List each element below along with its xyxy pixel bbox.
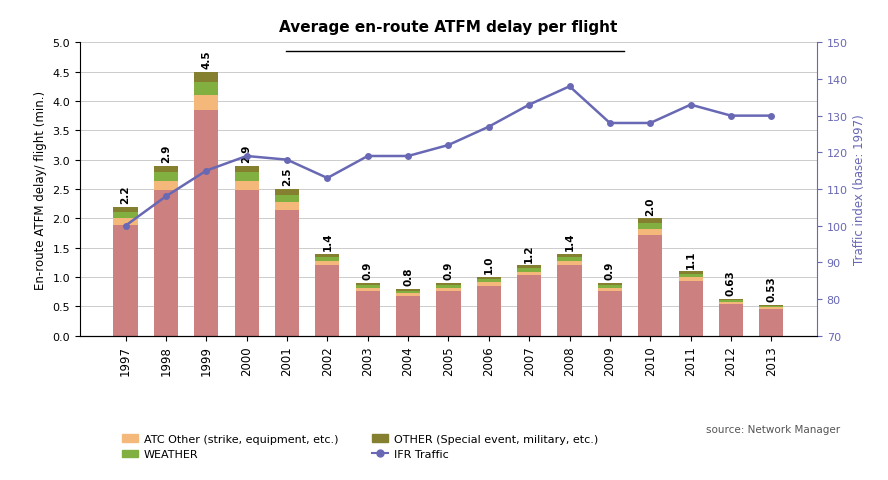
- Y-axis label: En-route ATFM delay/ flight (min.): En-route ATFM delay/ flight (min.): [34, 90, 47, 289]
- Bar: [234, 191, 258, 336]
- Bar: [194, 96, 218, 111]
- Bar: [355, 283, 380, 285]
- Bar: [678, 277, 702, 281]
- Bar: [477, 280, 501, 283]
- Bar: [558, 254, 582, 257]
- Bar: [638, 223, 662, 229]
- Text: 2.0: 2.0: [646, 197, 655, 216]
- Text: 2.5: 2.5: [282, 168, 292, 186]
- Bar: [194, 72, 218, 83]
- Bar: [396, 289, 420, 291]
- Bar: [759, 308, 783, 310]
- Bar: [638, 229, 662, 236]
- Bar: [154, 173, 178, 181]
- Bar: [477, 283, 501, 286]
- Bar: [114, 219, 138, 226]
- Bar: [598, 283, 622, 285]
- Text: 1.0: 1.0: [484, 255, 494, 274]
- Bar: [759, 305, 783, 306]
- Bar: [114, 212, 138, 219]
- Bar: [678, 272, 702, 274]
- Bar: [598, 291, 622, 336]
- Text: 4.5: 4.5: [202, 50, 211, 69]
- Bar: [194, 83, 218, 96]
- Bar: [234, 166, 258, 173]
- Bar: [315, 257, 339, 262]
- Bar: [678, 274, 702, 277]
- Text: 0.9: 0.9: [362, 262, 373, 280]
- Bar: [315, 254, 339, 257]
- Bar: [517, 272, 542, 276]
- Text: 0.9: 0.9: [443, 262, 454, 280]
- Bar: [759, 310, 783, 336]
- Bar: [719, 299, 743, 300]
- Bar: [194, 111, 218, 336]
- Title: Average en-route ATFM delay per flight: Average en-route ATFM delay per flight: [279, 20, 618, 35]
- Text: 0.8: 0.8: [403, 267, 413, 286]
- Bar: [477, 286, 501, 336]
- Bar: [355, 288, 380, 291]
- Bar: [558, 257, 582, 262]
- Bar: [558, 262, 582, 266]
- Text: source: Network Manager: source: Network Manager: [707, 424, 841, 434]
- Bar: [598, 285, 622, 288]
- Bar: [719, 302, 743, 304]
- Bar: [396, 296, 420, 336]
- Bar: [638, 236, 662, 336]
- Text: 2.2: 2.2: [121, 185, 131, 204]
- Bar: [638, 219, 662, 223]
- Bar: [396, 291, 420, 293]
- Bar: [477, 277, 501, 280]
- Bar: [315, 262, 339, 266]
- Bar: [678, 281, 702, 336]
- Bar: [719, 304, 743, 336]
- Bar: [154, 166, 178, 173]
- Bar: [154, 191, 178, 336]
- Bar: [355, 285, 380, 288]
- Bar: [154, 181, 178, 191]
- Bar: [275, 190, 299, 195]
- Bar: [759, 306, 783, 308]
- Y-axis label: Traffic index (base: 1997): Traffic index (base: 1997): [853, 114, 867, 265]
- Bar: [275, 211, 299, 336]
- Bar: [517, 276, 542, 336]
- Bar: [355, 291, 380, 336]
- Text: 1.4: 1.4: [322, 232, 332, 251]
- Bar: [315, 266, 339, 336]
- Text: 0.9: 0.9: [605, 262, 614, 280]
- Bar: [517, 266, 542, 268]
- Bar: [436, 291, 461, 336]
- Bar: [558, 266, 582, 336]
- Bar: [517, 268, 542, 272]
- Bar: [234, 181, 258, 191]
- Bar: [396, 293, 420, 296]
- Bar: [114, 226, 138, 336]
- Text: 0.63: 0.63: [726, 270, 736, 296]
- Text: 2.9: 2.9: [161, 144, 170, 163]
- Bar: [436, 283, 461, 285]
- Text: 2.9: 2.9: [242, 144, 251, 163]
- Text: 1.1: 1.1: [686, 250, 695, 268]
- Legend: ATC Other (strike, equipment, etc.), WEATHER, OTHER (Special event, military, et: ATC Other (strike, equipment, etc.), WEA…: [117, 430, 603, 464]
- Bar: [275, 195, 299, 203]
- Bar: [234, 173, 258, 181]
- Bar: [275, 203, 299, 211]
- Bar: [114, 207, 138, 212]
- Text: 1.4: 1.4: [565, 232, 575, 251]
- Bar: [436, 288, 461, 291]
- Text: 1.2: 1.2: [524, 244, 535, 262]
- Text: 0.53: 0.53: [766, 276, 776, 301]
- Bar: [598, 288, 622, 291]
- Bar: [719, 300, 743, 302]
- Bar: [436, 285, 461, 288]
